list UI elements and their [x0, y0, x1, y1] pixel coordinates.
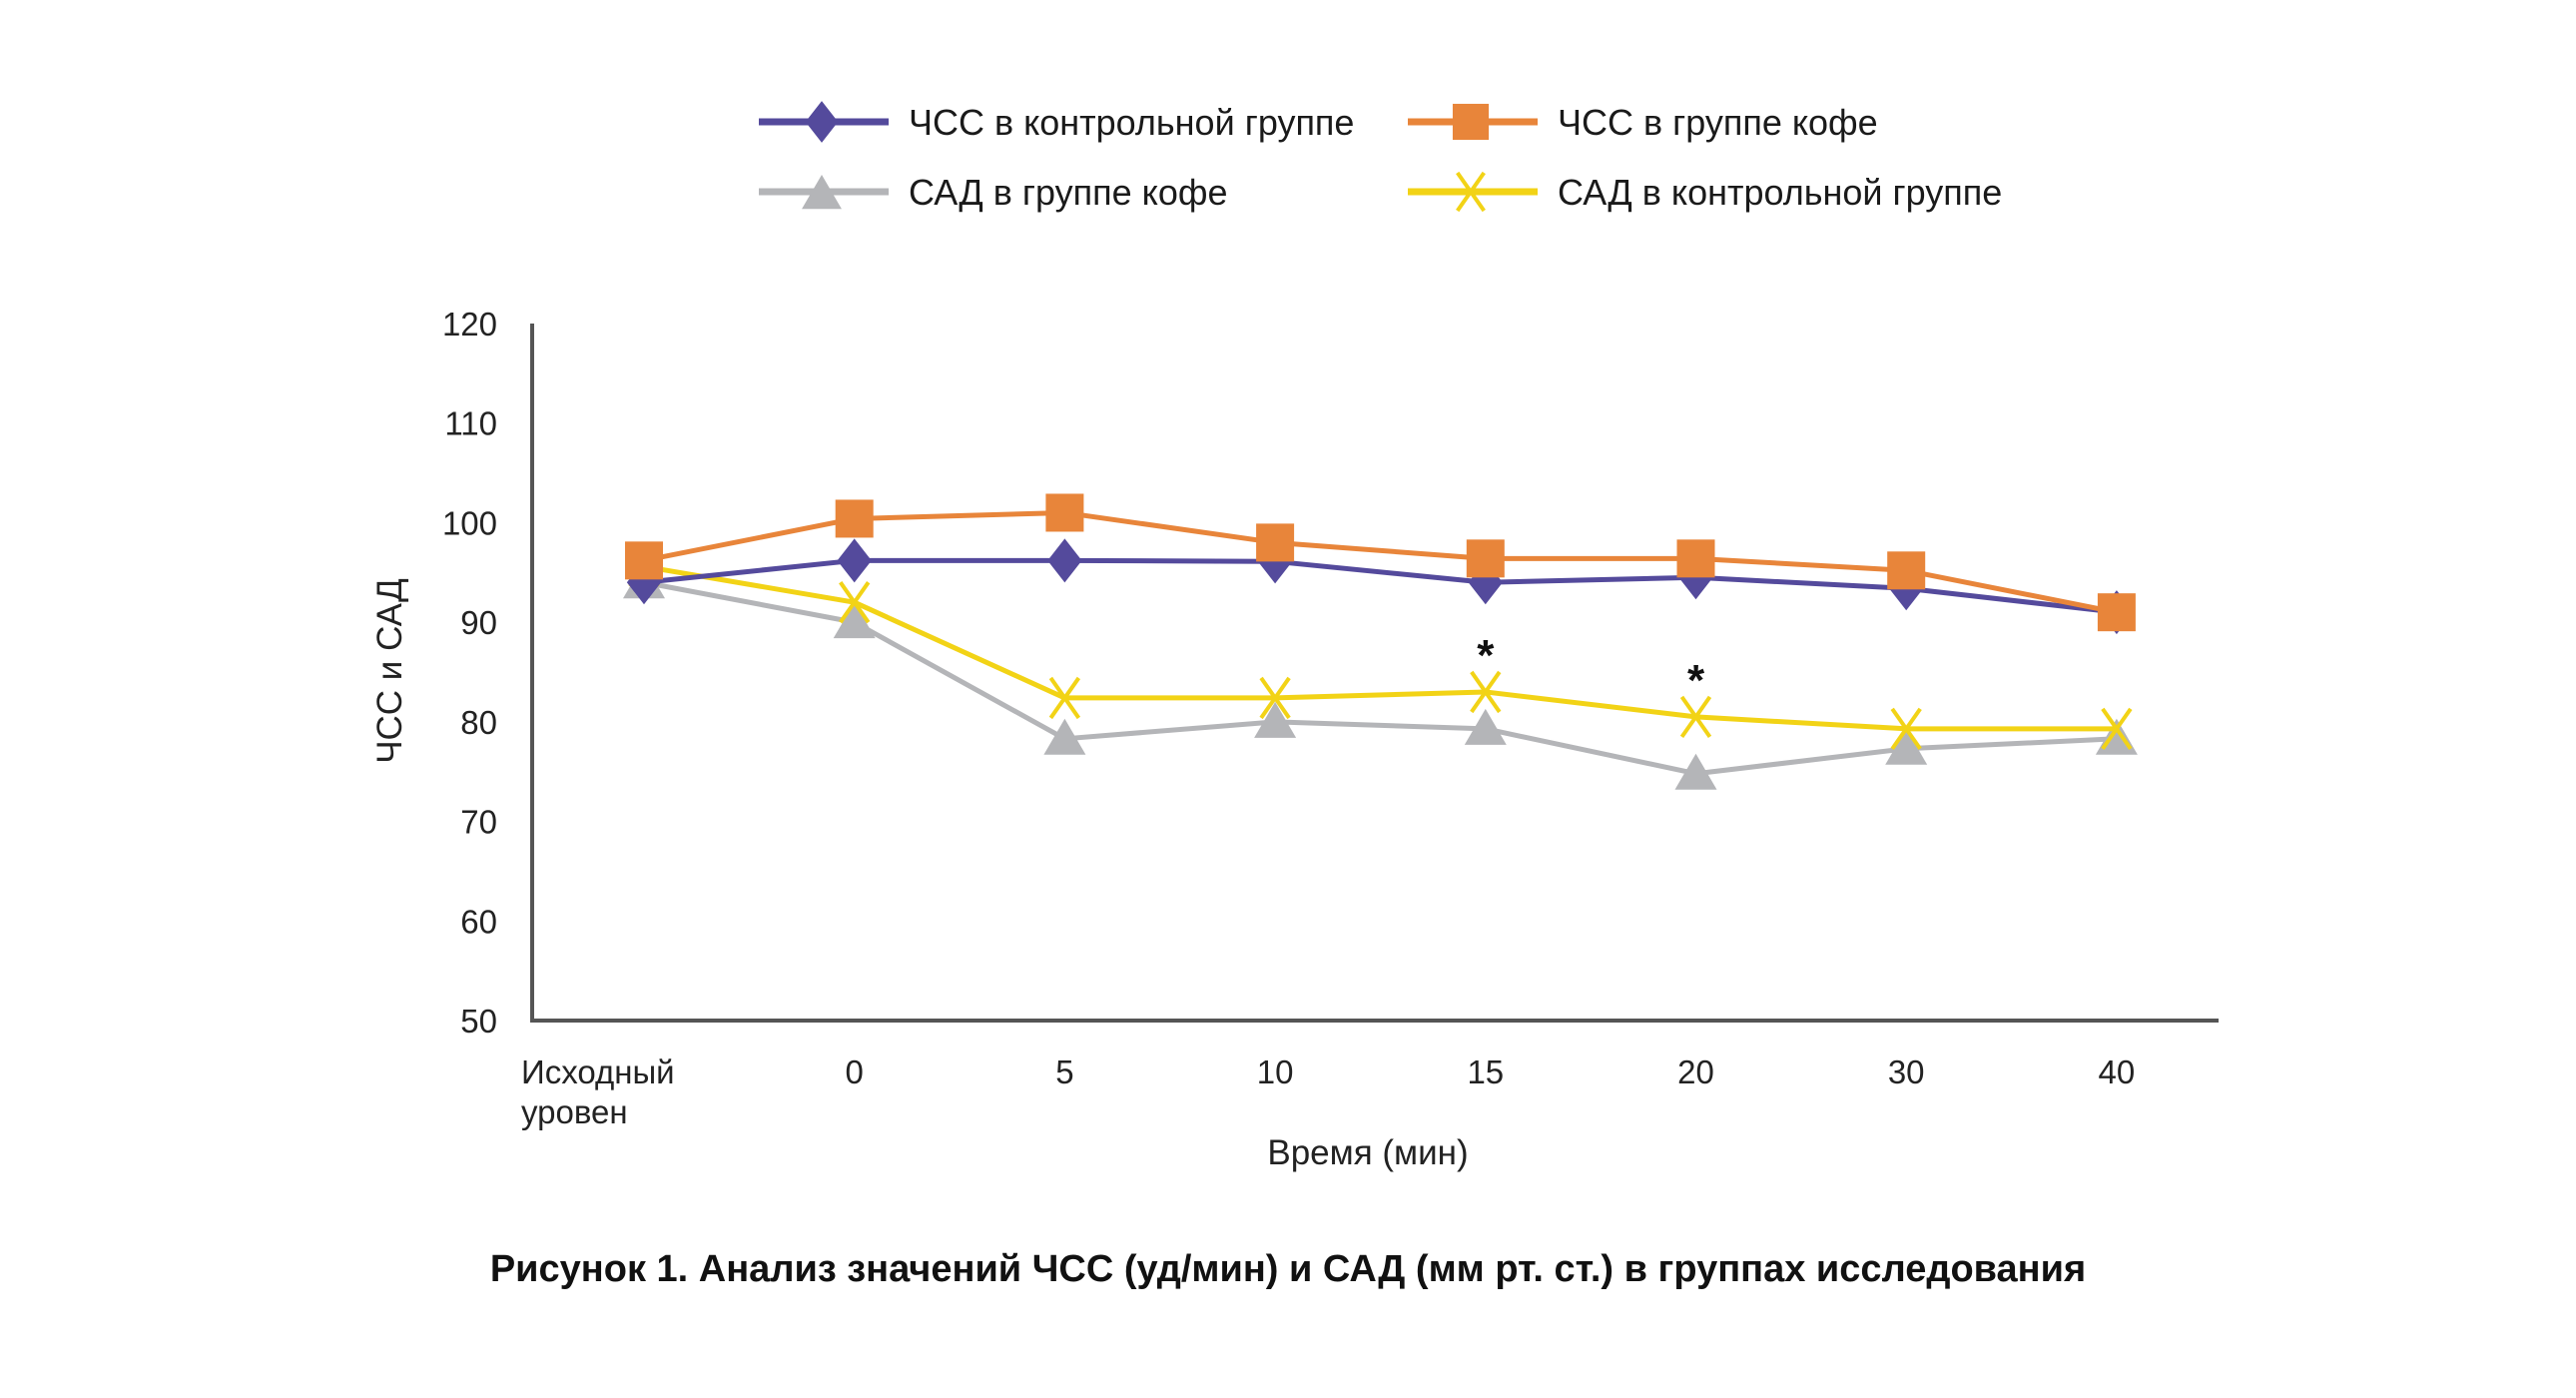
legend-label: ЧСС в контрольной группе: [909, 102, 1354, 143]
y-tick-label: 60: [460, 903, 497, 940]
data-point: [839, 581, 871, 624]
series-line: [643, 557, 2118, 615]
series-1: [625, 493, 2136, 632]
data-point: [1464, 708, 1507, 745]
y-tick-label: 50: [460, 1003, 497, 1040]
series-group: [623, 493, 2138, 790]
significance-marker: *: [1477, 631, 1495, 680]
legend-label: САД в группе кофе: [909, 172, 1228, 213]
y-tick-label: 90: [460, 604, 497, 641]
y-tick-label: 70: [460, 804, 497, 841]
x-tick-label: 15: [1467, 1053, 1504, 1090]
data-point: [1676, 539, 1715, 578]
legend-label: ЧСС в группе кофе: [1558, 102, 1878, 143]
x-tick-label: 30: [1888, 1053, 1925, 1090]
data-point: [1259, 676, 1291, 720]
data-point: [2101, 707, 2133, 750]
x-tick-label: 0: [846, 1053, 864, 1090]
x-tick-label: 5: [1055, 1053, 1073, 1090]
legend-item: САД в контрольной группе: [1408, 171, 2002, 213]
y-tick-labels: 50 60 70 80 90 100 110 120: [442, 306, 497, 1040]
axes: [530, 324, 2219, 1023]
x-tick-label: Исходный: [521, 1053, 675, 1090]
data-point: [1470, 670, 1502, 714]
x-tick-label: 20: [1677, 1053, 1714, 1090]
data-point: [1674, 753, 1717, 790]
series-line: [643, 563, 2117, 732]
x-axis-label: Время (мин): [1267, 1133, 1468, 1172]
legend-item: САД в группе кофе: [759, 172, 1228, 213]
marker-x: [1456, 171, 1486, 213]
significance-marker: *: [1687, 656, 1705, 705]
data-point: [1048, 676, 1081, 720]
data-point: [1043, 718, 1086, 755]
legend-label: САД в контрольной группе: [1558, 172, 2002, 213]
marker-square: [1452, 103, 1490, 141]
series-line: [643, 579, 2118, 777]
data-point: [1885, 728, 1928, 765]
y-tick-label: 100: [442, 504, 497, 541]
x-tick-label: 10: [1257, 1053, 1294, 1090]
data-point: [1047, 538, 1082, 583]
data-point: [835, 499, 874, 538]
y-tick-label: 80: [460, 704, 497, 741]
data-point: [837, 538, 872, 583]
data-point: [1254, 701, 1297, 738]
data-point: [1887, 551, 1926, 590]
figure-caption: Рисунок 1. Анализ значений ЧСС (уд/мин) …: [490, 1248, 2086, 1290]
marker-diamond: [805, 101, 839, 143]
x-tick-label: уровен: [521, 1093, 628, 1130]
legend: ЧСС в контрольной группе ЧСС в группе коф…: [759, 101, 2002, 213]
legend-item: ЧСС в группе кофе: [1408, 102, 1878, 143]
y-tick-label: 120: [442, 306, 497, 343]
data-point: [833, 602, 876, 639]
data-point: [2097, 593, 2136, 632]
data-point: [1045, 493, 1084, 532]
legend-item: ЧСС в контрольной группе: [759, 101, 1354, 143]
data-point: [2095, 718, 2138, 755]
annotations: **: [1477, 631, 1705, 705]
marker-triangle: [802, 175, 842, 210]
y-tick-label: 110: [444, 405, 497, 442]
y-axis-label: ЧСС и САД: [370, 578, 409, 764]
data-point: [1890, 707, 1922, 750]
x-tick-label: 40: [2099, 1053, 2136, 1090]
series-3: [628, 545, 2133, 750]
data-point: [1679, 695, 1712, 739]
data-point: [1256, 523, 1295, 562]
series-line: [643, 509, 2118, 615]
data-point: [1466, 539, 1505, 578]
data-point: [625, 541, 663, 580]
